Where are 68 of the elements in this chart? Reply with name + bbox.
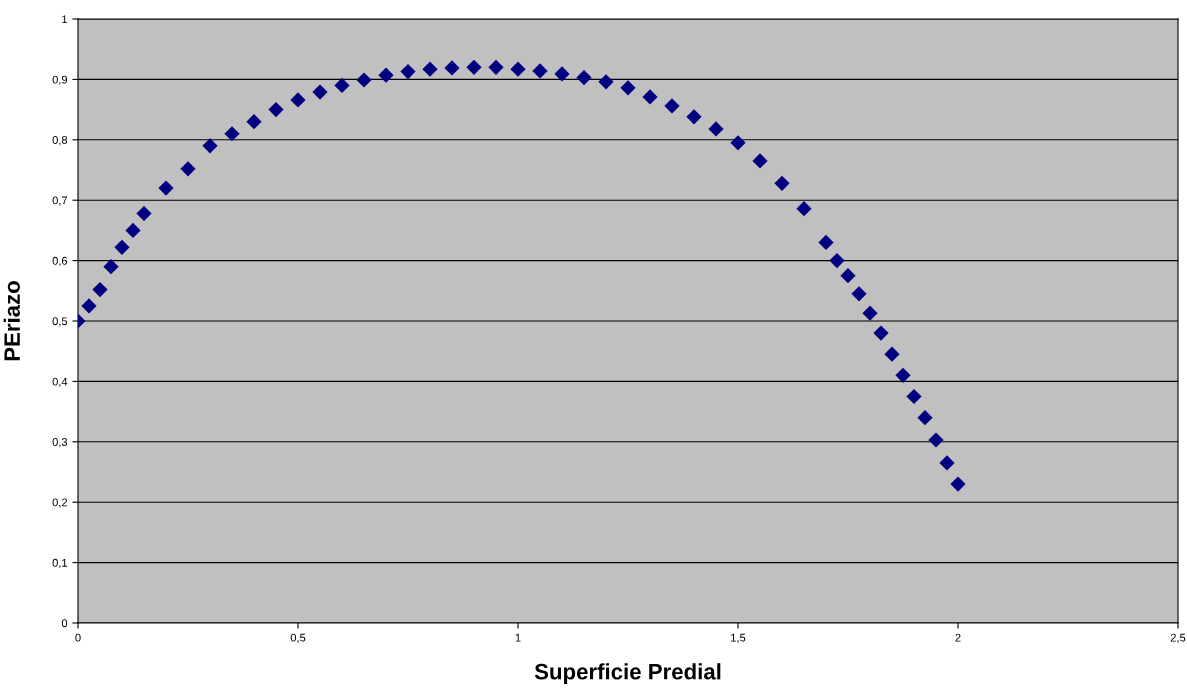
- point: [950, 476, 966, 492]
- point: [268, 101, 284, 118]
- x-tick-label: 1,5: [731, 633, 746, 643]
- point: [158, 180, 174, 196]
- point: [774, 175, 790, 191]
- point: [312, 84, 328, 100]
- point: [686, 109, 702, 125]
- point: [290, 92, 306, 108]
- point: [708, 121, 724, 137]
- point: [136, 205, 152, 222]
- point: [466, 59, 482, 75]
- point: [444, 60, 460, 76]
- point: [422, 61, 438, 77]
- y-tick-label: 0,3: [52, 438, 68, 448]
- point: [862, 305, 878, 321]
- point: [851, 286, 867, 302]
- point: [752, 153, 768, 169]
- point: [895, 367, 911, 383]
- y-tick-label: 0,9: [52, 75, 68, 85]
- point: [873, 325, 889, 341]
- y-tick-label: 0,5: [52, 317, 68, 327]
- x-tick-label: 1: [515, 633, 521, 642]
- point: [598, 74, 614, 90]
- point: [796, 201, 812, 217]
- point: [818, 234, 834, 251]
- point: [840, 268, 856, 284]
- point: [906, 388, 922, 405]
- x-tick-label: 2: [955, 633, 961, 642]
- x-tick-label: 2,5: [1170, 633, 1186, 643]
- point: [103, 259, 119, 275]
- point: [928, 432, 944, 448]
- x-tick-label: 0,5: [290, 633, 306, 643]
- point: [202, 138, 218, 154]
- y-tick-label: 0,7: [52, 196, 68, 206]
- point: [532, 63, 548, 79]
- y-tick-label: 0,8: [52, 136, 68, 146]
- point: [620, 80, 636, 96]
- point: [81, 298, 97, 314]
- point: [664, 98, 680, 114]
- point: [642, 89, 658, 105]
- y-tick-label: 0,2: [52, 498, 68, 508]
- point: [180, 161, 196, 177]
- point: [334, 77, 350, 94]
- point: [400, 63, 416, 80]
- point: [829, 252, 845, 269]
- point: [917, 410, 933, 426]
- point: [488, 59, 504, 75]
- point: [730, 135, 746, 151]
- point: [576, 69, 592, 86]
- point: [92, 281, 108, 298]
- point: [224, 126, 240, 142]
- y-axis-title: PEriazo: [3, 281, 20, 361]
- point: [246, 114, 262, 130]
- y-tick-label: 0,1: [52, 558, 68, 569]
- point: [939, 455, 955, 471]
- x-tick-label: 0: [75, 633, 81, 642]
- y-tick-label: 0,6: [52, 256, 68, 267]
- point: [510, 61, 526, 77]
- y-tick-label: 0,4: [52, 377, 68, 387]
- y-tick-label: 1: [62, 15, 68, 24]
- y-tick-label: 0: [61, 619, 68, 628]
- point: [114, 239, 130, 255]
- point: [378, 67, 394, 83]
- point: [554, 66, 570, 82]
- point: [125, 222, 141, 239]
- x-axis-title: Superficie Predial: [534, 663, 721, 684]
- point: [884, 346, 900, 362]
- point: [356, 72, 372, 88]
